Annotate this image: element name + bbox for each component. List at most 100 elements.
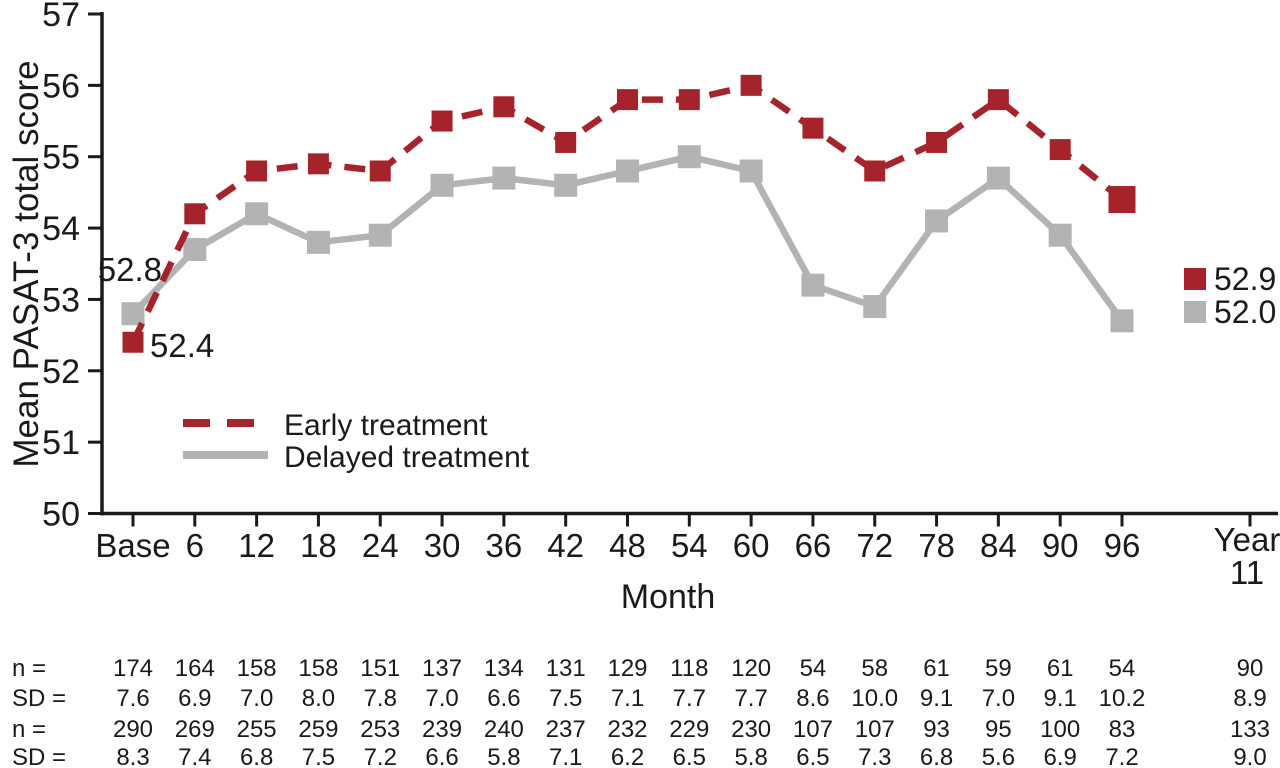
stats-cell: 7.1	[611, 685, 644, 712]
stats-cell: 7.2	[364, 744, 397, 768]
stats-cell: 83	[1109, 716, 1136, 743]
stats-cell-year11: 90	[1237, 655, 1264, 682]
stats-cell: 137	[422, 655, 462, 682]
stats-cell: 290	[113, 716, 153, 743]
stats-cell: 95	[985, 716, 1012, 743]
stats-cell: 100	[1040, 716, 1080, 743]
stats-cell: 7.7	[673, 685, 706, 712]
x-tick-label: 90	[1042, 527, 1079, 564]
stats-cell: 269	[175, 716, 215, 743]
early-legend-label: Early treatment	[284, 409, 488, 442]
y-tick-label: 57	[42, 0, 80, 34]
stats-row-label: n =	[12, 655, 46, 682]
stats-cell: 10.2	[1099, 685, 1146, 712]
x-tick-label: 18	[300, 527, 337, 564]
stats-cell: 7.0	[425, 685, 458, 712]
stats-cell: 7.7	[734, 685, 767, 712]
data-point-marker	[307, 153, 329, 175]
data-point-marker	[677, 145, 701, 169]
x-tick-label: 12	[238, 527, 275, 564]
stats-cell: 229	[669, 716, 709, 743]
x-tick-label: 42	[547, 527, 584, 564]
x-axis-title: Month	[621, 578, 716, 616]
data-point-marker	[986, 166, 1010, 190]
data-point-marker	[678, 89, 700, 111]
stats-cell: 7.5	[302, 744, 335, 768]
stats-cell: 259	[298, 716, 338, 743]
delayed-baseline-value: 52.8	[98, 251, 162, 288]
stats-cell: 5.8	[734, 744, 767, 768]
stats-cell: 7.1	[549, 744, 582, 768]
early-end-marker	[1184, 268, 1206, 290]
legend: Early treatment Delayed treatment	[183, 409, 530, 474]
year11-tick-label-line2: 11	[1230, 554, 1264, 591]
x-tick-label: 96	[1104, 527, 1141, 564]
delayed-end-value: 52.0	[1214, 294, 1276, 330]
stats-cell: 118	[670, 655, 708, 682]
y-ticks: 50 51 52 53 54 55 56 57	[42, 0, 104, 534]
stats-cell-year11: 8.9	[1233, 685, 1266, 712]
stats-cell: 107	[855, 716, 895, 743]
data-point-marker	[739, 159, 763, 183]
data-point-marker	[987, 89, 1009, 111]
stats-cell: 6.5	[673, 744, 706, 768]
stats-cell: 151	[360, 655, 400, 682]
stats-cell: 61	[923, 655, 950, 682]
stats-cell: 253	[360, 716, 400, 743]
stats-cell: 54	[1109, 655, 1136, 682]
x-axis: Base 6 12 18 24 30 36 42 48 54 60 66 72 78 84 90 96 Mont…	[95, 511, 1280, 616]
stats-cell: 7.0	[982, 685, 1015, 712]
stats-cell: 7.0	[240, 685, 273, 712]
stats-cell: 6.9	[178, 685, 211, 712]
data-point-marker	[1048, 223, 1072, 247]
x-tick-label: 60	[733, 527, 770, 564]
data-point-marker	[121, 302, 145, 326]
y-tick-label: 53	[42, 281, 80, 319]
data-point-marker	[492, 166, 516, 190]
stats-cell: 6.9	[1044, 744, 1077, 768]
y-tick-label: 52	[42, 353, 80, 391]
stats-cell: 131	[546, 655, 586, 682]
delayed-end-marker	[1184, 301, 1206, 323]
data-point-marker	[1049, 139, 1071, 161]
x-tick-label: 24	[362, 527, 399, 564]
stats-cell: 7.2	[1105, 744, 1138, 768]
data-point-marker	[369, 160, 391, 182]
stats-cell: 8.0	[302, 685, 335, 712]
stats-cell: 93	[923, 716, 950, 743]
stats-cell: 6.6	[425, 744, 458, 768]
year11-tick-label-line1: Year	[1214, 521, 1280, 558]
stats-cell: 129	[607, 655, 647, 682]
stats-cell: 237	[546, 716, 586, 743]
early-baseline-value: 52.4	[150, 327, 214, 364]
stats-cell-year11: 9.0	[1233, 744, 1266, 768]
data-point-marker	[306, 230, 330, 254]
data-point-marker	[245, 202, 269, 226]
y-tick-label: 51	[42, 424, 80, 462]
stats-cell: 58	[861, 655, 888, 682]
stats-cell: 230	[731, 716, 771, 743]
data-point-marker	[740, 74, 762, 96]
data-point-marker	[555, 131, 577, 153]
x-tick-label: 72	[856, 527, 893, 564]
data-point-marker	[493, 96, 515, 118]
stats-cell: 240	[484, 716, 524, 743]
x-tick-label: 30	[424, 527, 461, 564]
stats-cell: 5.8	[487, 744, 520, 768]
stats-cell: 59	[985, 655, 1012, 682]
stats-row-label: SD =	[12, 685, 66, 712]
y-tick-label: 54	[42, 210, 80, 248]
stats-cell: 54	[800, 655, 827, 682]
stats-cell: 134	[484, 655, 524, 682]
stats-cell: 10.0	[851, 685, 898, 712]
x-tick-label: 66	[795, 527, 832, 564]
stats-cell: 7.5	[549, 685, 582, 712]
x-tick-label: 54	[671, 527, 708, 564]
annotations: 52.8 52.4	[98, 251, 214, 364]
data-point-marker	[926, 131, 948, 153]
stats-cell: 6.5	[796, 744, 829, 768]
data-point-marker	[554, 173, 578, 197]
stats-cell: 164	[175, 655, 215, 682]
